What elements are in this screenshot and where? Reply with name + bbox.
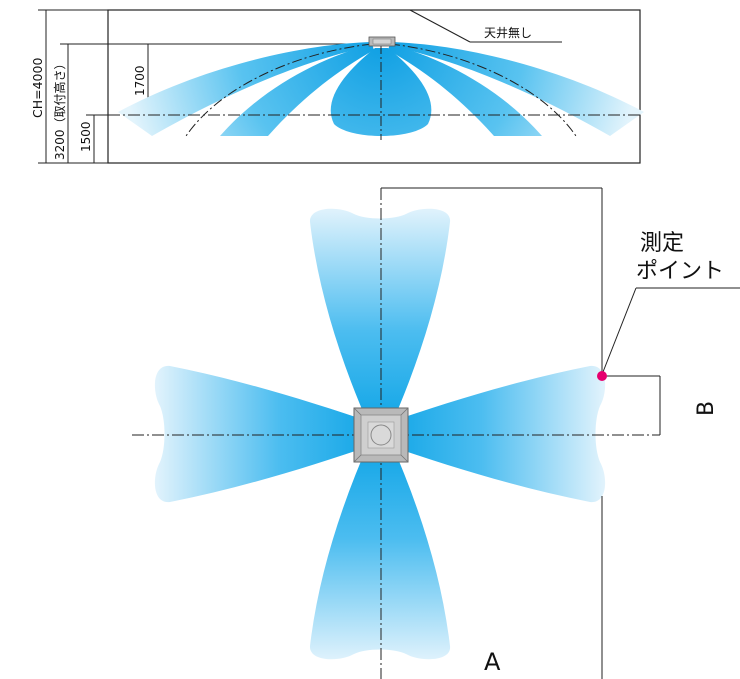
spread-height-label: 1700 [133, 65, 147, 96]
plan-unit-corner-1 [353, 407, 362, 416]
measure-height-label: 1500 [79, 121, 93, 152]
elevation-airflow-mid-left [220, 44, 374, 136]
elevation-unit-panel [372, 38, 392, 45]
room-frame [107, 9, 641, 164]
elevation-airflow-center [330, 48, 432, 136]
throw-curve-left [185, 43, 373, 137]
elevation-airflow-left [118, 42, 372, 136]
no-ceiling-leader [409, 9, 471, 43]
measure-point-label-line1: 測定 [640, 231, 684, 256]
measure-point-dot [597, 371, 607, 381]
plan-airflow-right [384, 365, 606, 503]
plan-airflow-up [309, 208, 451, 428]
plan-unit-grille [367, 421, 395, 449]
plan-unit-fan-icon [370, 424, 392, 446]
measure-point-label-line2: ポイント [636, 259, 724, 284]
plan-unit-corner-4 [400, 454, 409, 463]
plan-unit-corner-2 [400, 407, 409, 416]
elevation-airflow-right [390, 42, 644, 136]
plan-airflow-down [309, 440, 451, 660]
no-ceiling-label: 天井無し [484, 25, 532, 40]
ceiling-height-label: CH=4000 [30, 58, 45, 118]
dimension-a-label: A [484, 648, 501, 676]
measure-point-leader [602, 287, 637, 373]
dimension-b-label: B [694, 401, 719, 416]
plan-airflow-left [154, 365, 376, 503]
elevation-airflow-mid-right [388, 44, 542, 136]
throw-curve-right [389, 43, 577, 137]
mount-height-label: 3200（取付高さ） [52, 57, 67, 160]
plan-unit-corner-3 [353, 454, 362, 463]
elevation-view: 天井無し CH=4000 3200（取付高さ） 1500 1700 [30, 9, 644, 164]
plan-view: A B 測定 ポイント [132, 187, 740, 679]
plan-unit [353, 407, 409, 463]
